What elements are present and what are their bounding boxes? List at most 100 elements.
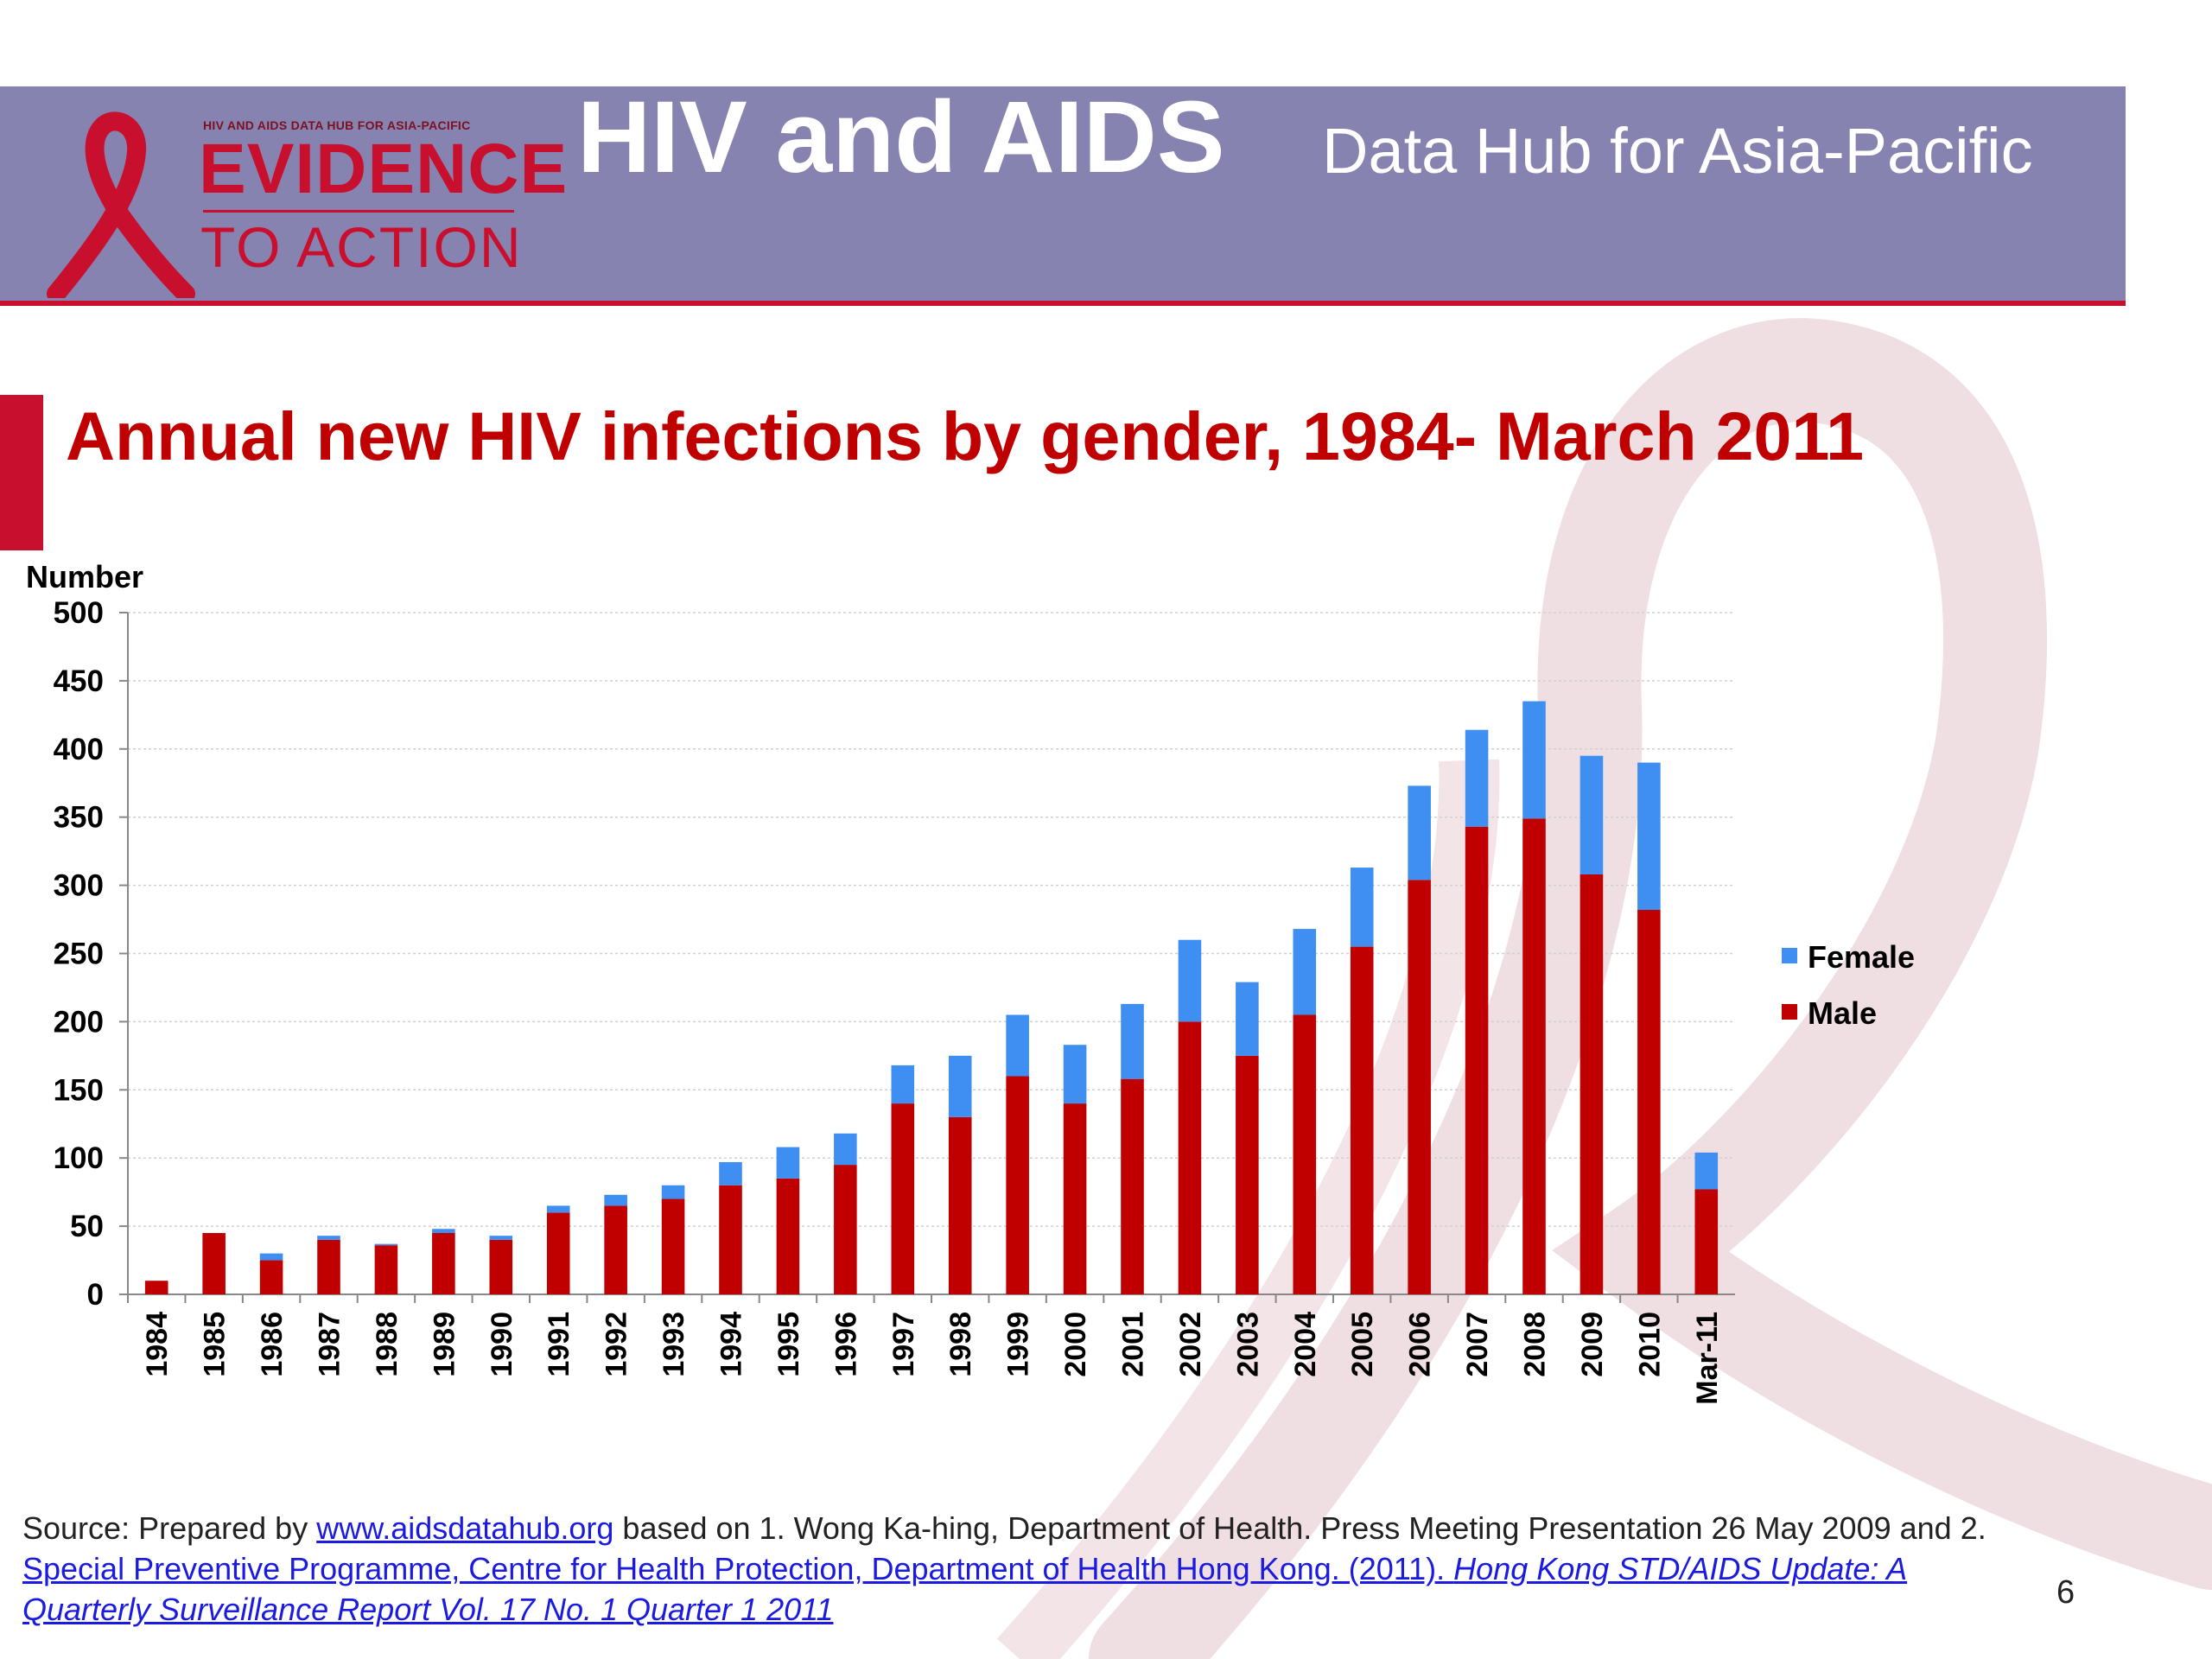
- reference-link-title: Hong Kong STD/AIDS Update: A Quarterly S…: [22, 1551, 1908, 1627]
- logo-divider: [203, 210, 514, 213]
- x-tick-label: 2003: [1231, 1312, 1264, 1377]
- bar-female: [948, 1055, 972, 1117]
- bar-female: [719, 1161, 742, 1185]
- bar-female: [1408, 785, 1431, 880]
- bar-male: [546, 1212, 570, 1294]
- source-note: Source: Prepared by www.aidsdatahub.org …: [22, 1508, 2010, 1630]
- logo-evidence: EVIDENCE: [199, 130, 569, 208]
- bar-male: [1694, 1189, 1719, 1294]
- x-tick-label: 1999: [1002, 1312, 1035, 1377]
- bar-female: [1178, 939, 1202, 1022]
- brand-title: HIV and AIDS: [577, 80, 1225, 194]
- x-tick-label: 2001: [1117, 1312, 1150, 1377]
- x-tick-label: 1997: [887, 1312, 920, 1377]
- y-tick-label: 450: [54, 664, 104, 698]
- bar-male: [1522, 818, 1546, 1294]
- bar-male: [432, 1232, 455, 1294]
- legend-label-female: Female: [1808, 939, 1915, 975]
- bar-male: [1236, 1055, 1259, 1294]
- bar-male: [1580, 874, 1604, 1294]
- legend-label-male: Male: [1808, 995, 1877, 1031]
- bar-male: [1063, 1103, 1087, 1294]
- x-tick-label: Mar-11: [1691, 1312, 1724, 1405]
- y-tick-label: 250: [54, 938, 104, 971]
- bar-female: [1063, 1045, 1087, 1104]
- y-tick-label: 50: [70, 1210, 104, 1243]
- bar-male: [604, 1205, 627, 1294]
- x-tick-label: 1989: [428, 1312, 461, 1377]
- reference-link-text: Special Preventive Programme, Centre for…: [22, 1551, 1454, 1586]
- title-accent-bar: [0, 395, 43, 550]
- x-tick-label: 1986: [256, 1312, 289, 1377]
- bar-male: [202, 1232, 226, 1294]
- bar-male: [144, 1281, 168, 1294]
- bar-female: [1006, 1014, 1029, 1077]
- page-number: 6: [2056, 1574, 2075, 1611]
- y-axis-label: Number: [26, 559, 143, 594]
- bar-female: [1522, 701, 1546, 819]
- x-tick-label: 2004: [1289, 1312, 1322, 1377]
- aidsdatahub-link[interactable]: www.aidsdatahub.org: [316, 1510, 614, 1546]
- x-tick-label: 2009: [1576, 1312, 1609, 1377]
- reference-link[interactable]: Special Preventive Programme, Centre for…: [22, 1551, 1907, 1627]
- x-tick-label: 2006: [1404, 1312, 1437, 1377]
- x-tick-label: 1991: [543, 1312, 575, 1377]
- y-tick-label: 100: [54, 1141, 104, 1175]
- y-tick-label: 300: [54, 869, 104, 903]
- source-prefix: Source: Prepared by: [22, 1510, 317, 1546]
- header-banner: HIV AND AIDS DATA HUB FOR ASIA-PACIFIC E…: [0, 86, 2126, 306]
- bar-female: [1236, 982, 1259, 1056]
- bar-female: [374, 1243, 398, 1246]
- bar-male: [1178, 1021, 1202, 1294]
- bar-female: [604, 1194, 627, 1206]
- x-tick-label: 1988: [371, 1312, 404, 1377]
- x-tick-label: 1990: [486, 1312, 518, 1377]
- bar-male: [317, 1239, 340, 1294]
- x-tick-label: 2005: [1346, 1312, 1379, 1377]
- y-tick-label: 200: [54, 1005, 104, 1039]
- x-tick-label: 1985: [199, 1312, 232, 1377]
- bar-male: [1006, 1076, 1029, 1294]
- bar-female: [489, 1236, 513, 1240]
- bar-male: [1350, 946, 1374, 1294]
- bar-male: [1637, 910, 1661, 1294]
- x-tick-label: 1992: [601, 1312, 633, 1377]
- brand-subtitle: Data Hub for Asia-Pacific: [1322, 115, 2033, 187]
- bar-male: [1408, 880, 1431, 1294]
- bar-male: [374, 1245, 398, 1294]
- bar-female: [1580, 755, 1604, 874]
- logo-to-action: TO ACTION: [200, 215, 523, 279]
- bar-male: [1121, 1078, 1144, 1294]
- bar-male: [259, 1260, 283, 1294]
- bar-female: [546, 1205, 570, 1213]
- logo-tagline: HIV AND AIDS DATA HUB FOR ASIA-PACIFIC: [203, 118, 471, 132]
- bar-female: [432, 1229, 455, 1233]
- bar-male: [719, 1185, 742, 1294]
- bar-female: [317, 1236, 340, 1240]
- bar-female: [1121, 1003, 1144, 1079]
- bar-female: [1465, 729, 1489, 827]
- y-tick-label: 0: [87, 1278, 104, 1312]
- bar-female: [661, 1185, 685, 1199]
- x-tick-label: 1993: [658, 1312, 690, 1377]
- bar-male: [891, 1103, 915, 1294]
- bar-male: [1465, 826, 1489, 1294]
- bar-female: [891, 1065, 915, 1104]
- y-tick-label: 350: [54, 801, 104, 835]
- bar-female: [776, 1147, 800, 1179]
- y-tick-label: 400: [54, 733, 104, 766]
- x-tick-label: 1987: [314, 1312, 346, 1377]
- bar-male: [1293, 1014, 1317, 1294]
- legend-swatch-female: [1782, 948, 1797, 963]
- legend-swatch-male: [1782, 1004, 1797, 1020]
- x-tick-label: 1998: [944, 1312, 977, 1377]
- bar-female: [1637, 762, 1661, 911]
- bar-male: [834, 1165, 857, 1294]
- x-tick-label: 1984: [141, 1312, 174, 1377]
- x-tick-label: 1995: [772, 1312, 805, 1377]
- logo: HIV AND AIDS DATA HUB FOR ASIA-PACIFIC E…: [35, 99, 567, 298]
- x-tick-label: 2002: [1174, 1312, 1207, 1377]
- bar-female: [1293, 929, 1317, 1015]
